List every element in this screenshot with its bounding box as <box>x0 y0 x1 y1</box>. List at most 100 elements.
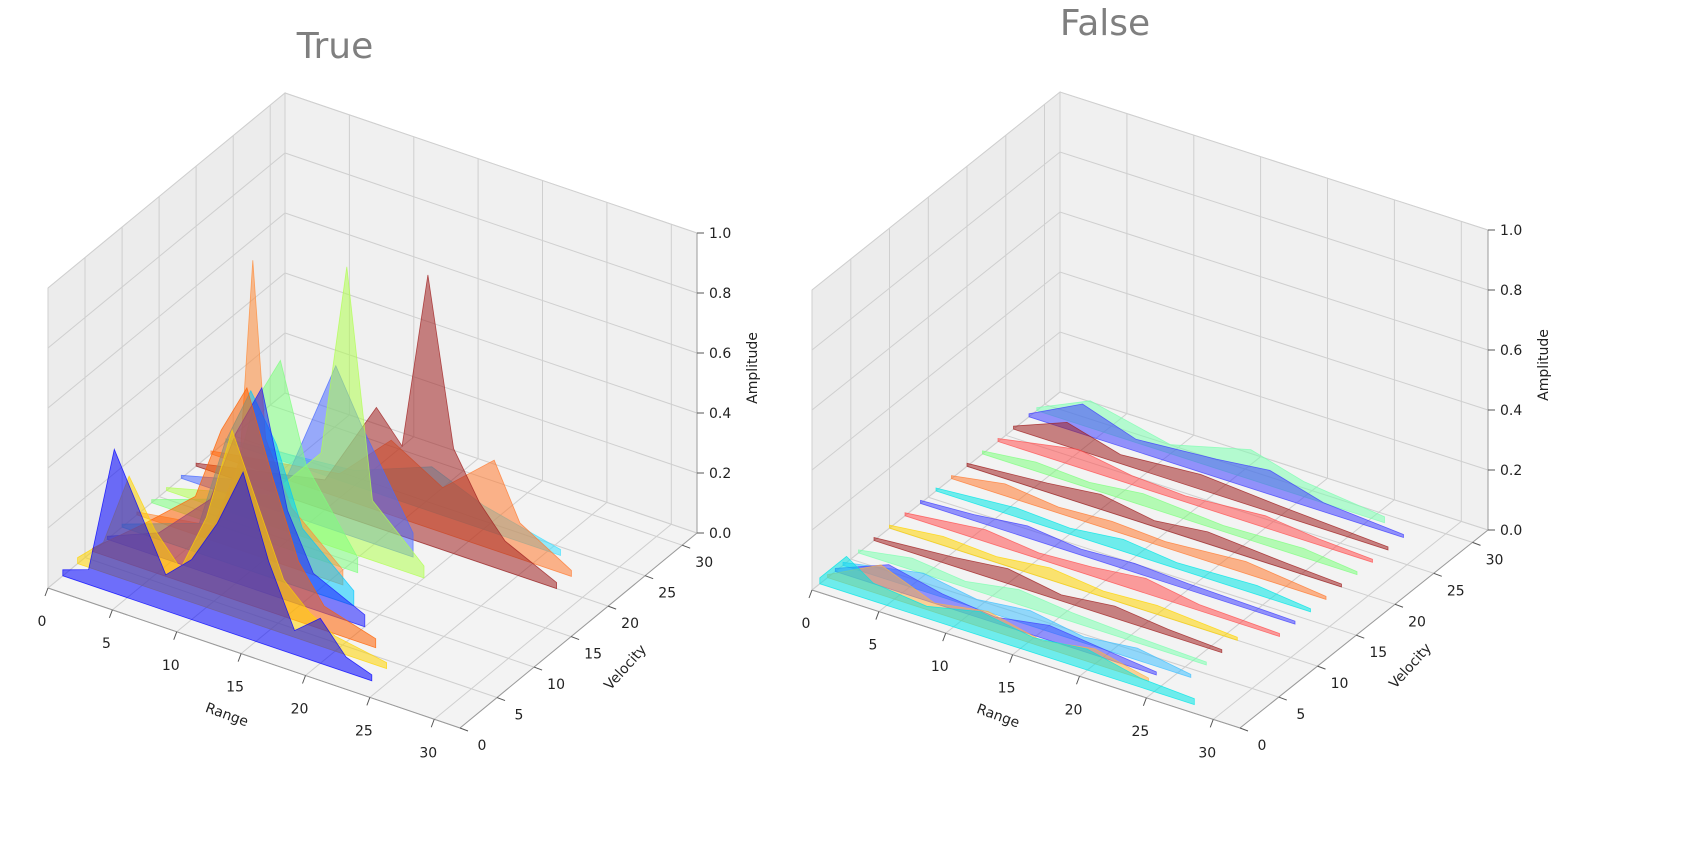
velocity-tick-mark <box>533 666 543 671</box>
velocity-tick-label: 5 <box>1296 707 1305 723</box>
range-tick-mark <box>237 653 242 662</box>
range-tick-label: 5 <box>868 638 877 654</box>
series-ribbon-velocity-20 <box>966 462 1342 588</box>
range-tick-mark <box>1209 719 1214 728</box>
velocity-tick-mark <box>1278 696 1287 701</box>
range-tick-label: 20 <box>1065 702 1083 718</box>
series-ribbon-velocity-10 <box>889 524 1238 641</box>
grid-line-amplitude <box>811 331 1489 531</box>
velocity-tick-label: 0 <box>478 738 487 754</box>
range-tick-mark <box>366 697 371 706</box>
velocity-tick-label: 15 <box>1369 645 1387 661</box>
grid-line-amplitude <box>47 332 698 529</box>
panel-true: 0 5 10 15 20 25 30 0 5 10 15 20 25 30 0.0 0.2 0.4 0.6 0.8 1… <box>38 26 761 761</box>
velocity-tick-label: 25 <box>1447 583 1465 599</box>
series-ribbon-velocity-16 <box>935 487 1311 613</box>
series-ribbon-velocity-20 <box>195 274 557 590</box>
range-tick-label: 15 <box>998 681 1016 697</box>
range-axis-label: Range <box>203 700 250 730</box>
grid-line-amplitude <box>47 152 698 349</box>
amplitude-tick-label: 0.4 <box>709 406 731 422</box>
range-tick-mark <box>942 632 947 642</box>
velocity-tick-label: 30 <box>695 555 713 571</box>
range-tick-label: 15 <box>226 680 244 696</box>
range-tick-label: 25 <box>1131 724 1149 740</box>
range-tick-label: 0 <box>802 616 811 632</box>
velocity-tick-label: 20 <box>621 616 639 632</box>
velocity-tick-mark <box>459 727 469 732</box>
series-ribbon-velocity-22 <box>982 450 1358 576</box>
velocity-tick-label: 25 <box>658 586 676 602</box>
amplitude-tick-label: 0.0 <box>1500 523 1522 539</box>
amplitude-tick-label: 0.6 <box>1500 343 1522 359</box>
velocity-tick-mark <box>1239 727 1249 732</box>
velocity-tick-label: 15 <box>584 647 602 663</box>
range-axis-line <box>47 587 461 729</box>
velocity-tick-mark <box>644 575 654 580</box>
range-tick-label: 10 <box>931 659 949 675</box>
amplitude-tick-label: 1.0 <box>1500 223 1522 239</box>
series-ribbon-velocity-2 <box>62 447 373 682</box>
range-tick-mark <box>108 609 113 619</box>
grid-line-amplitude <box>811 211 1489 411</box>
velocity-axis-line <box>1239 529 1489 729</box>
range-tick-mark <box>1009 654 1014 663</box>
range-tick-mark <box>173 631 178 640</box>
velocity-axis-label: Velocity <box>601 642 650 694</box>
velocity-tick-mark <box>570 636 580 641</box>
range-tick-label: 5 <box>102 636 111 652</box>
series-ribbon-velocity-6 <box>858 549 1207 666</box>
range-tick-mark <box>430 719 435 728</box>
velocity-tick-label: 30 <box>1486 552 1504 568</box>
range-tick-mark <box>1142 697 1147 706</box>
range-tick-label: 0 <box>38 614 47 630</box>
series-ribbon-velocity-26 <box>1013 421 1389 551</box>
grid-line-amplitude <box>811 391 1489 591</box>
grid-line-amplitude <box>811 91 1489 291</box>
velocity-axis-line <box>459 532 698 729</box>
amplitude-tick-label: 0.2 <box>1500 463 1522 479</box>
velocity-tick-mark <box>1472 541 1481 546</box>
panel-false: 0 5 10 15 20 25 30 0 5 10 15 20 25 30 0.0 0.2 0.4 0.6 0.8 1… <box>802 3 1552 761</box>
panel-title: False <box>1060 3 1150 44</box>
series-ribbon-velocity-1 <box>819 555 1195 706</box>
grid-line-amplitude <box>811 271 1489 471</box>
series-ribbon-velocity-24 <box>997 438 1373 563</box>
range-tick-label: 25 <box>355 723 373 739</box>
velocity-tick-mark <box>496 697 506 701</box>
grid-line-amplitude <box>47 212 698 409</box>
series-ribbon-velocity-8 <box>873 536 1223 654</box>
range-tick-label: 20 <box>291 702 309 718</box>
range-tick-mark <box>302 675 306 684</box>
amplitude-tick-label: 0.8 <box>709 286 731 302</box>
range-tick-label: 10 <box>162 658 180 674</box>
series-ribbon-velocity-18 <box>951 475 1327 600</box>
velocity-tick-mark <box>607 605 617 610</box>
velocity-tick-label: 20 <box>1408 614 1426 630</box>
grid-line-amplitude <box>47 92 698 289</box>
velocity-tick-label: 10 <box>1331 676 1349 692</box>
amplitude-tick-label: 0.6 <box>709 346 731 362</box>
series-ribbon-velocity-28 <box>1028 403 1404 539</box>
range-tick-mark <box>1076 676 1080 685</box>
velocity-tick-label: 0 <box>1258 738 1267 754</box>
range-tick-label: 30 <box>1198 745 1216 761</box>
velocity-tick-mark <box>1394 603 1404 608</box>
grid-line-amplitude <box>47 272 698 469</box>
series-ribbon-velocity-14 <box>920 499 1296 625</box>
range-tick-mark <box>808 589 813 599</box>
panel-title: True <box>296 26 373 67</box>
velocity-tick-label: 10 <box>547 677 565 693</box>
velocity-tick-mark <box>1433 572 1442 577</box>
amplitude-tick-label: 1.0 <box>709 226 731 242</box>
amplitude-tick-label: 0.0 <box>709 526 731 542</box>
range-axis-label: Range <box>974 701 1021 731</box>
amplitude-axis-label: Amplitude <box>745 332 761 404</box>
velocity-tick-mark <box>682 544 691 549</box>
velocity-tick-label: 5 <box>515 708 524 724</box>
series-ribbon-velocity-12 <box>904 512 1280 638</box>
velocity-tick-mark <box>1317 665 1326 670</box>
range-tick-label: 30 <box>419 745 437 761</box>
amplitude-tick-label: 0.8 <box>1500 283 1522 299</box>
